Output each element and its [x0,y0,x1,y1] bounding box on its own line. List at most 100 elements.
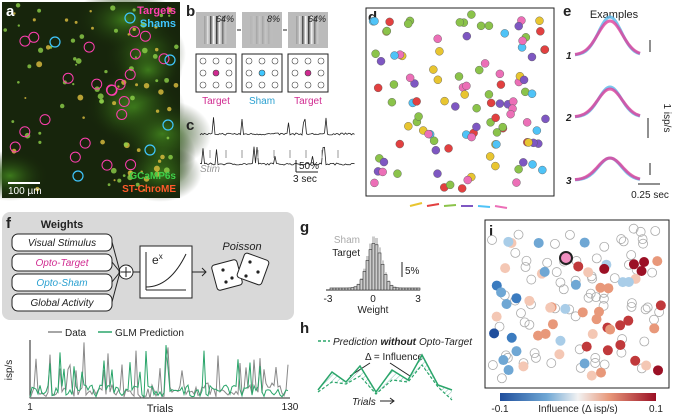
cell [38,47,44,53]
cell [586,370,597,381]
grating-stripe [314,16,316,44]
target-ring [116,108,128,120]
cell [154,47,159,52]
cell [460,90,469,99]
cell [152,54,158,59]
cell [605,324,616,335]
condition: Target [202,96,230,107]
cell [627,298,637,309]
pip [221,268,225,272]
cell [158,89,164,95]
image [0,0,212,202]
cell [199,81,207,89]
cell [498,122,507,132]
grating-stripe [299,16,301,44]
connector [111,271,121,303]
cell [463,175,472,185]
cell [382,26,392,36]
cell [500,263,511,274]
annotation-arrow [389,362,411,377]
cell [547,319,558,330]
tissue [74,0,176,52]
cell [590,353,601,363]
cell [653,365,664,376]
legend: Prediction without Opto-Target [333,337,473,348]
nonlinearity: ex [152,252,163,267]
cell [533,237,544,248]
cell [38,140,42,144]
cell [45,45,51,50]
cell [395,139,404,149]
cell [435,47,444,56]
orientation-key [494,205,508,209]
legend-sham: Sham [334,235,360,246]
cell [291,81,299,89]
weight-box [11,293,113,312]
cell [32,18,36,22]
grating-stripe [302,16,304,44]
cell [519,75,529,85]
cell [27,64,32,69]
connector [111,271,121,283]
target-ring [129,26,141,38]
hist-bar-sham [384,272,387,290]
grating-stripe [213,16,215,44]
cell [258,57,266,65]
grating-stripe [259,16,261,44]
cell [472,104,481,113]
x-label: Trials [147,403,174,415]
cell [602,345,613,356]
cell [615,339,626,350]
weight-label: Opto-Sham [36,278,87,289]
cell [487,235,497,245]
cell [637,234,648,245]
cell [373,83,383,93]
target-ring [101,159,113,171]
cell [642,302,653,313]
frame [484,219,670,389]
colorbar-tick: -0.1 [491,404,509,415]
connector [111,241,121,273]
cell [510,248,521,258]
grating-stripe [256,16,258,44]
cell [457,184,467,193]
cell [498,355,509,366]
cell [35,186,40,192]
target-trace [574,87,641,118]
cell [565,230,575,240]
cell [609,273,620,284]
cell [412,97,421,106]
cell [555,277,566,288]
cell [594,306,605,317]
cell [615,320,626,331]
grating-stripe [210,16,212,44]
cell [440,96,449,106]
cell [72,83,75,86]
hist-bar-sham [411,287,414,290]
cell [24,96,27,99]
panel-label: i [489,223,493,240]
cell [317,81,325,89]
cell [494,321,505,332]
cell [472,122,481,132]
cell [495,99,505,108]
cell [496,80,506,89]
cell [509,97,518,106]
exp-curve [145,252,187,291]
cell [163,167,170,174]
cell [212,81,220,89]
cell [291,69,299,77]
cell [639,257,650,268]
cell [429,136,439,145]
cell [123,142,129,147]
panel-d: d [365,7,555,209]
cell [117,178,122,183]
cell [512,178,521,187]
hist-bar-sham [375,237,378,290]
condition: Sham [249,96,275,107]
cell [573,261,584,272]
cell [635,226,646,237]
weights-title: Weights [41,219,84,231]
cell [143,176,150,182]
x-label: Trials [352,397,376,408]
